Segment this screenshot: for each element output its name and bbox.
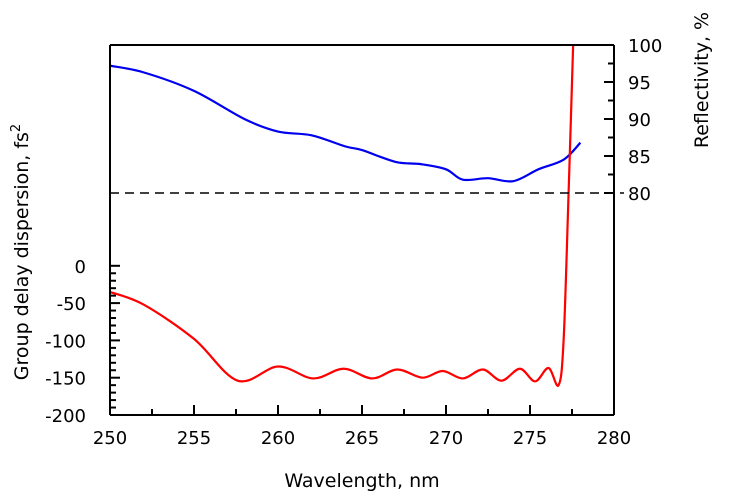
right-tick-label: 80 [628, 184, 651, 205]
axis-ticks [109, 44, 615, 416]
right-axis-label: Reflectivity, % [691, 12, 713, 148]
gdd-line [110, 45, 575, 387]
tick-labels: 250 255 260 265 270 275 280 0 -50 -100 -150 -200 100… [45, 36, 662, 449]
x-axis-label: Wavelength, nm [284, 470, 439, 492]
left-tick-label: -100 [45, 331, 86, 352]
x-tick-label: 275 [513, 428, 547, 449]
x-tick-label: 260 [261, 428, 295, 449]
x-tick-label: 280 [597, 428, 631, 449]
x-tick-label: 270 [429, 428, 463, 449]
left-axis-label: Group delay dispersion, fs2 [9, 124, 33, 380]
plot-area [110, 45, 582, 387]
right-tick-label: 85 [628, 147, 651, 168]
left-tick-label: -150 [45, 369, 86, 390]
x-tick-label: 255 [177, 428, 211, 449]
left-tick-label: 0 [75, 257, 86, 278]
x-tick-label: 250 [93, 428, 127, 449]
right-tick-label: 95 [628, 73, 651, 94]
x-tick-label: 265 [345, 428, 379, 449]
right-tick-label: 90 [628, 110, 651, 131]
left-tick-label: -50 [57, 294, 86, 315]
left-tick-label: -200 [45, 406, 86, 427]
reflectivity-line [110, 64, 582, 183]
right-tick-label: 100 [628, 36, 662, 57]
